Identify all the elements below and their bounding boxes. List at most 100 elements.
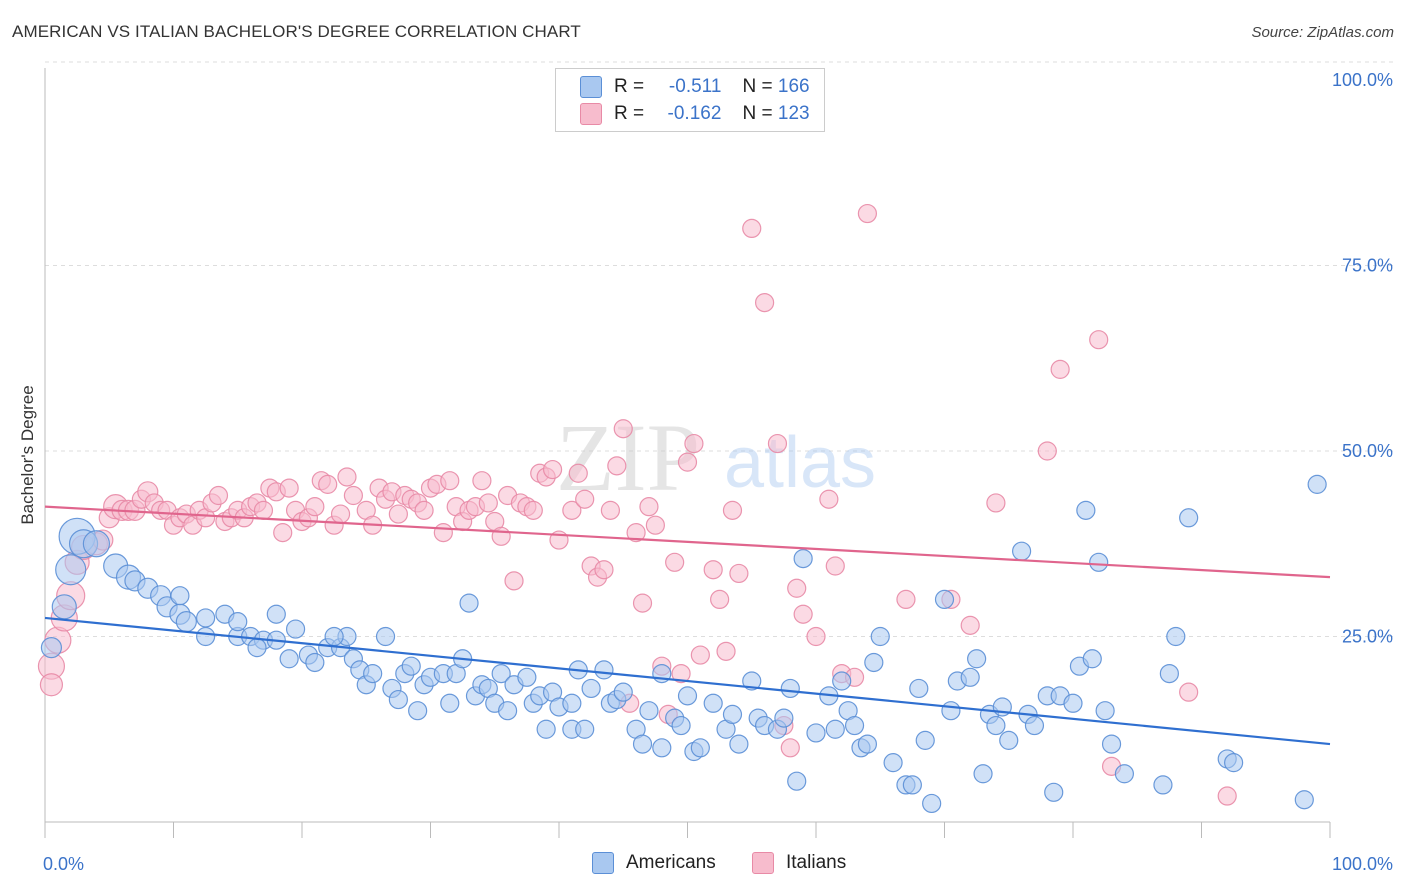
chart-title: AMERICAN VS ITALIAN BACHELOR'S DEGREE CO… — [12, 22, 581, 41]
american-point — [1307, 474, 1327, 494]
tick-labels: 25.0% 50.0% 75.0% 100.0% 0.0% 100.0% — [43, 70, 1393, 874]
american-point — [363, 663, 383, 684]
american-point — [575, 719, 595, 739]
american-point — [915, 730, 935, 750]
italian-point — [318, 474, 338, 494]
italian-point — [491, 526, 511, 546]
american-point — [266, 604, 286, 624]
american-point — [1076, 500, 1096, 520]
italian-point — [523, 500, 543, 520]
american-point — [51, 594, 77, 620]
italian-point — [896, 589, 916, 610]
american-point — [632, 734, 653, 754]
italian-point — [960, 615, 980, 635]
american-point — [305, 652, 325, 673]
american-point — [562, 693, 582, 713]
italian-point — [754, 293, 775, 313]
american-point — [1166, 626, 1186, 647]
american-point — [742, 671, 762, 691]
italian-point — [767, 433, 788, 454]
italian-point — [806, 626, 826, 647]
bottom-legend-label: Americans — [626, 852, 716, 873]
american-point — [498, 701, 518, 721]
american-point — [864, 652, 884, 673]
watermark: ZIP atlas — [556, 404, 876, 511]
american-point — [228, 612, 248, 632]
italian-point — [1217, 786, 1237, 806]
correlation-legend: R = -0.511 N = 166 R = -0.162 N = 123 — [555, 68, 825, 132]
legend-n-value: 166 — [777, 76, 810, 97]
american-point — [408, 701, 428, 721]
italian-point — [337, 467, 357, 487]
italian-point — [433, 523, 453, 543]
italian-point — [440, 471, 460, 491]
y-tick-label: 100.0% — [1332, 70, 1393, 90]
bottom-legend-americans: Americans — [592, 852, 716, 874]
american-point — [581, 678, 601, 699]
legend-row-americans: R = -0.511 N = 166 — [580, 75, 810, 99]
y-tick-label: 25.0% — [1342, 627, 1393, 647]
american-point — [285, 619, 306, 639]
legend-n-label: N = — [742, 76, 773, 97]
american-point — [1153, 775, 1173, 795]
italian-point — [613, 419, 633, 439]
american-point — [1101, 734, 1122, 754]
italians-swatch — [752, 852, 774, 874]
watermark-atlas: atlas — [724, 423, 876, 503]
american-point — [703, 693, 723, 713]
legend-r-label: R = — [614, 103, 645, 124]
american-point — [388, 689, 408, 710]
american-point — [279, 649, 299, 669]
italian-point — [343, 485, 363, 506]
italian-point — [478, 493, 498, 513]
legend-n-value: 123 — [777, 103, 810, 124]
american-point — [1159, 663, 1179, 684]
italians-swatch — [580, 103, 602, 125]
american-point — [170, 586, 190, 606]
italian-point — [690, 645, 710, 665]
american-point — [440, 693, 460, 713]
american-point — [722, 704, 743, 725]
italian-point — [632, 593, 653, 613]
americans-points — [40, 474, 1327, 814]
italians-trend-line — [44, 505, 1331, 579]
american-point — [677, 686, 698, 706]
y-tick-label: 50.0% — [1342, 441, 1393, 461]
american-point — [324, 626, 344, 647]
american-point — [375, 626, 396, 647]
american-point — [793, 548, 813, 569]
american-point — [967, 649, 987, 669]
american-point — [401, 656, 421, 676]
italian-point — [305, 497, 325, 517]
american-point — [1089, 552, 1109, 572]
axis-layer — [44, 68, 1331, 838]
american-point — [1063, 693, 1083, 713]
italian-point — [819, 489, 839, 509]
american-point — [844, 715, 865, 736]
american-point — [999, 730, 1019, 750]
italian-point — [253, 500, 274, 520]
legend-r-value: -0.162 — [667, 103, 722, 124]
american-point — [902, 775, 922, 795]
american-point — [825, 719, 845, 739]
legend-row-italians: R = -0.162 N = 123 — [580, 102, 810, 126]
italian-point — [575, 489, 595, 509]
italian-point — [671, 663, 691, 684]
american-point — [1044, 782, 1064, 802]
american-point — [459, 593, 479, 613]
italian-point — [626, 523, 646, 543]
american-point — [960, 667, 980, 687]
italian-point — [639, 497, 659, 517]
italian-point — [645, 515, 665, 535]
y-tick-label: 75.0% — [1342, 256, 1393, 276]
american-point — [883, 753, 903, 773]
italian-point — [684, 433, 704, 454]
italian-point — [825, 556, 845, 576]
american-point — [82, 530, 111, 558]
x-tick-label: 0.0% — [43, 854, 84, 874]
american-point — [1179, 508, 1199, 528]
american-point — [973, 764, 993, 784]
americans-trend-line — [44, 616, 1331, 746]
italians-points — [37, 203, 1237, 806]
